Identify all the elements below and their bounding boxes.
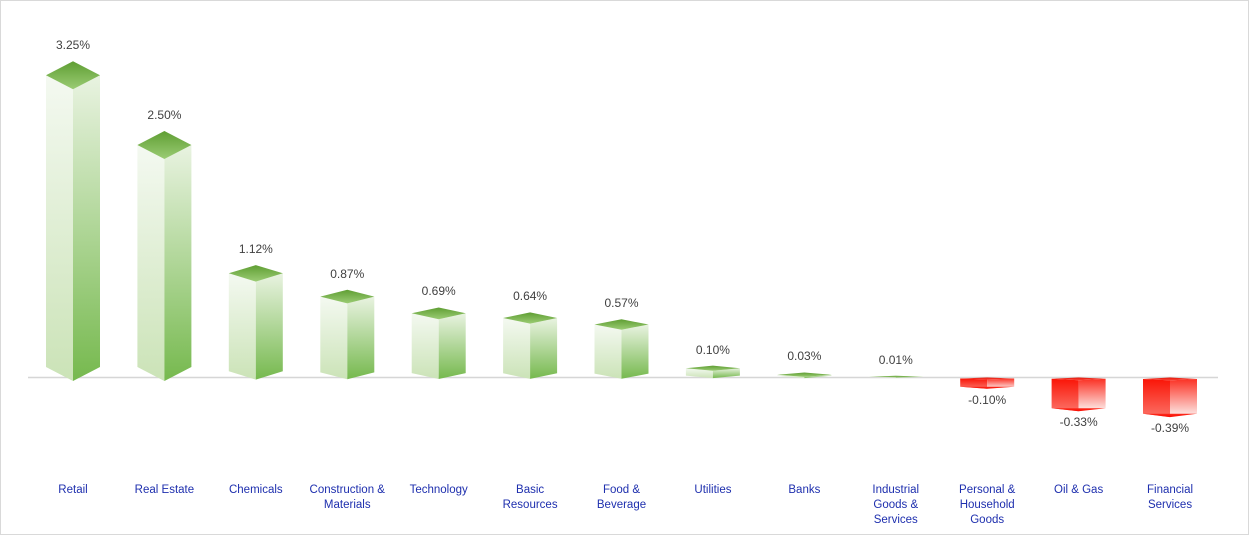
bar-left-face	[1143, 379, 1170, 418]
bar-left-face	[685, 368, 713, 379]
value-label: 0.57%	[604, 296, 639, 311]
bar-top-face	[868, 375, 923, 378]
bar-negative	[960, 377, 1015, 389]
bar-right-face	[1170, 379, 1197, 418]
category-label: Oil & Gas	[1054, 484, 1104, 496]
bar-bottom-face	[960, 386, 1015, 389]
value-label: 0.10%	[695, 342, 730, 357]
value-label: 1.12%	[238, 242, 273, 257]
bar-right-face	[804, 374, 832, 379]
bar-positive	[320, 289, 375, 380]
bar-right-face	[530, 318, 558, 379]
value-label: 0.03%	[787, 349, 822, 364]
bar-left-face	[46, 75, 73, 382]
bar-top-face	[320, 289, 375, 304]
category-label: Chemicals	[228, 484, 283, 496]
value-label: -0.33%	[1059, 415, 1098, 430]
category-label: Financial Services	[1147, 484, 1194, 511]
bar-top-face	[228, 265, 283, 282]
value-label: 3.25%	[55, 38, 91, 53]
category-label: Banks	[788, 484, 821, 496]
value-label: 0.69%	[421, 284, 456, 299]
bar-left-face	[1051, 378, 1079, 412]
category-label: Industrial Goods & Services	[872, 484, 920, 526]
bar-top-face	[503, 312, 558, 324]
bar-positive	[503, 312, 558, 379]
bar-right-face	[1078, 378, 1106, 412]
bar-bottom-face	[1143, 413, 1197, 418]
value-label: 0.64%	[513, 289, 548, 304]
bar-top-face	[594, 319, 649, 330]
bar-left-face	[503, 318, 531, 379]
bar-top-face	[137, 131, 192, 159]
bar-left-face	[868, 376, 896, 378]
bar-right-face	[255, 273, 283, 380]
value-label: 2.50%	[147, 108, 182, 122]
category-label: Utilities	[694, 484, 732, 496]
bar-positive	[594, 319, 649, 379]
bar-bottom-face	[1051, 408, 1106, 412]
bar-right-face	[438, 313, 466, 379]
category-label: Food & Beverage	[596, 484, 647, 511]
bar-top-face	[1143, 377, 1197, 381]
bar-left-face	[228, 273, 256, 380]
bar-right-face	[164, 145, 192, 381]
bar-top-face	[1051, 377, 1106, 381]
bar-left-face	[960, 378, 988, 389]
bar-right-face	[712, 368, 740, 379]
bar-positive	[777, 372, 832, 379]
value-label: 0.87%	[330, 266, 365, 281]
bar-positive	[411, 307, 466, 379]
bar-left-face	[411, 313, 439, 379]
value-label: -0.10%	[968, 392, 1007, 407]
category-label: Personal & Household Goods	[959, 484, 1016, 526]
category-label: Technology	[409, 484, 468, 496]
bar-positive	[228, 265, 283, 380]
bar-right-face	[987, 378, 1015, 389]
bar-negative	[1051, 377, 1106, 412]
bar-right-face	[895, 376, 923, 378]
bar-positive	[46, 61, 100, 382]
bar-positive	[137, 131, 192, 381]
bar-left-face	[594, 324, 622, 379]
bar-right-face	[73, 75, 100, 382]
bar-left-face	[777, 374, 805, 379]
bar-positive	[685, 365, 740, 379]
bar-top-face	[777, 372, 832, 377]
category-label: Real Estate	[134, 484, 195, 496]
value-label: -0.39%	[1151, 421, 1190, 436]
bar-left-face	[137, 145, 165, 381]
category-label: Basic Resources	[502, 484, 558, 511]
bar-negative	[1143, 377, 1197, 418]
bar-top-face	[685, 365, 740, 371]
category-label: Retail	[58, 484, 88, 496]
bar-left-face	[320, 296, 348, 380]
bar-right-face	[347, 296, 375, 380]
bar-right-face	[621, 324, 649, 379]
bar-positive	[868, 375, 923, 378]
bar-top-face	[46, 61, 100, 90]
value-label: 0.01%	[878, 352, 913, 367]
category-label: Construction & Materials	[309, 484, 385, 511]
bar-top-face	[411, 307, 466, 320]
